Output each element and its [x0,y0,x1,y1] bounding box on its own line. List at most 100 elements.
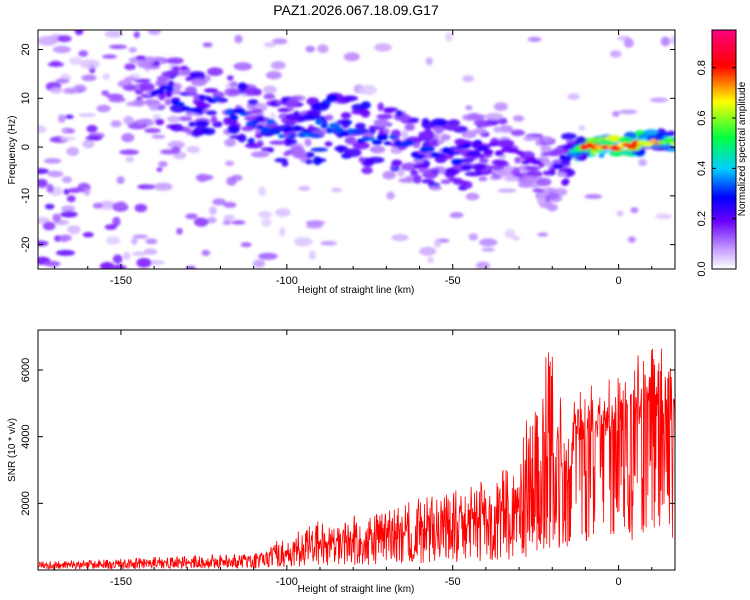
spectral-blob [440,179,452,184]
spectral-blob [497,139,515,148]
spectral-blob [116,176,125,185]
spectral-ridge-point [627,144,637,150]
spectral-blob [478,176,488,182]
spectral-ridge-point [368,137,376,141]
spectral-blob [122,84,137,92]
spectral-blob [104,224,117,230]
spectral-ridge-point [516,151,525,156]
spectral-blob [497,117,508,125]
spectral-blob [233,62,252,71]
spectral-blob [471,163,487,171]
spectral-ridge-point [436,153,446,158]
spectral-blob [136,257,152,268]
spectral-blob [193,217,209,227]
spectral-ridge-point [260,126,271,133]
spectral-blob [391,234,409,242]
spectral-blob [157,75,171,82]
spectral-blob [149,103,159,112]
spectral-blob [550,148,569,154]
spectral-blob [352,141,370,150]
spectral-blob [561,179,569,187]
spectral-blob [258,252,278,260]
spectral-blob [67,225,81,235]
spectral-blob [660,36,671,47]
spectral-blob [292,150,307,159]
spectral-blob [421,120,434,129]
spectral-blob [55,249,76,256]
spectral-ridge-point [447,151,456,156]
spectral-blob [133,31,140,39]
spectral-blob [177,116,193,122]
spectral-blob [475,261,491,269]
spectral-ridge-point [403,139,414,146]
spectral-blob [497,188,517,193]
spectral-blob [493,102,508,111]
spectral-blob [69,56,83,66]
spectral-blob [189,71,205,79]
spectral-blob [382,170,396,180]
spectral-blob [304,138,312,147]
spectral-blob [194,120,209,128]
spectral-ridge-point [601,145,610,150]
spectral-blob [427,142,440,147]
spectral-blob [383,107,399,112]
spectral-blob [419,246,437,256]
spectrogram-x-axis-label: Height of straight line (km) [298,285,415,296]
spectral-blob [359,85,377,95]
spectrogram-plot-area [38,30,675,269]
spectral-ridge-point [239,112,250,116]
colorbar: 0.0 0.2 0.4 0.6 0.8 Normalized spectral ampl… [696,29,748,277]
spectral-blob [609,50,622,58]
spectral-blob [223,214,235,221]
spectral-blob [62,87,78,95]
spectral-blob [523,136,536,141]
spectral-ridge-point [664,137,674,144]
spectral-blob [46,183,54,193]
spectral-blob [164,98,172,106]
snr-plot-area [38,348,675,570]
spectral-blob [575,136,587,145]
spectral-blob [310,147,329,152]
spectral-blob [194,126,202,136]
spectral-blob [324,114,334,121]
spectral-ridge-point [192,107,201,114]
spectral-blob [612,110,620,117]
spectral-blob [567,93,580,101]
spectrogram-y-tick-label: 0 [20,144,32,150]
spectral-blob [121,133,135,143]
spectral-blob [337,145,345,154]
spectral-blob [258,186,267,197]
spectral-blob [556,172,567,178]
spectral-blob [99,261,115,269]
snr-y-axis-label: SNR (10 * v/v) [7,418,18,482]
spectral-blob [61,205,76,213]
spectral-blob [489,175,502,181]
spectrogram-x-tick-label: -100 [276,275,298,287]
spectral-blob [616,210,624,217]
spectral-blob [427,256,434,264]
spectral-blob [171,66,181,72]
spectral-blob [481,247,495,252]
spectral-ridge-point [494,150,504,157]
spectral-blob [374,43,392,52]
spectral-blob [263,93,276,100]
spectral-blob [133,78,151,83]
spectral-blob [205,110,217,116]
spectral-blob [503,176,520,182]
spectral-blob [377,102,385,112]
spectral-blob [462,75,475,83]
spectral-blob [66,146,80,157]
spectral-blob [343,52,360,62]
spectral-blob [42,221,56,231]
spectral-ridge-point [251,119,259,125]
spectral-blob [166,57,184,65]
spectral-ridge-point [451,158,463,166]
spectral-blob [504,228,516,239]
spectral-blob [263,85,277,94]
spectral-blob [565,139,576,144]
spectral-blob [623,38,634,48]
spectral-blob [326,94,339,103]
spectral-blob [312,156,322,166]
spectral-blob [256,140,264,148]
spectral-blob [609,151,621,156]
